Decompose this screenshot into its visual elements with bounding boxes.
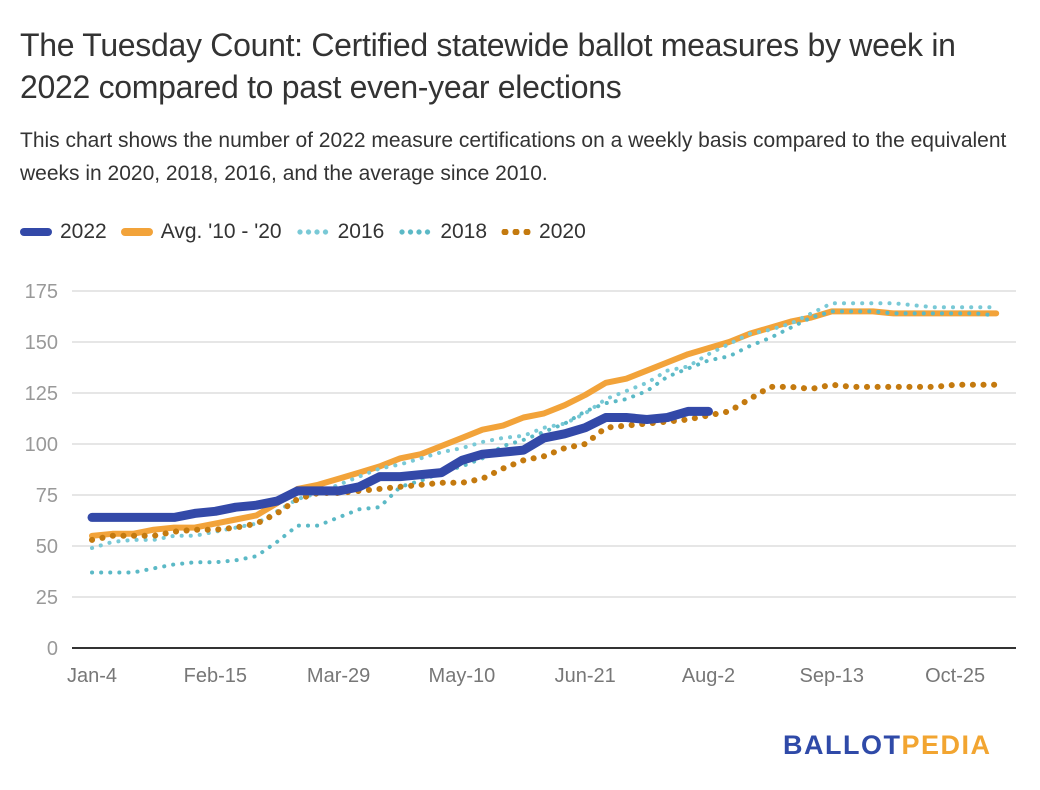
y-tick-label: 50 [36, 536, 58, 558]
legend-label: Avg. '10 - '20 [160, 220, 282, 243]
legend-item: 2020 [501, 220, 586, 244]
x-tick-label: May-10 [429, 665, 496, 687]
x-tick-label: Oct-25 [925, 665, 985, 687]
x-tick-label: Jun-21 [555, 665, 616, 687]
legend-label: 2020 [539, 220, 586, 243]
legend-swatch [398, 229, 433, 235]
logo-part-pedia: PEDIA [901, 730, 992, 760]
legend-label: 2018 [440, 220, 488, 243]
legend-label: 2016 [337, 220, 385, 243]
series-line-2020 [89, 381, 1000, 543]
series-line-avg-10-20 [89, 308, 1000, 539]
x-tick-label: Sep-13 [800, 665, 865, 687]
y-tick-label: 175 [25, 281, 58, 303]
y-tick-label: 75 [36, 485, 58, 507]
legend-item: 2022 [20, 220, 107, 244]
legend-swatch [120, 228, 153, 236]
chart-subtitle: This chart shows the number of 2022 meas… [20, 129, 1007, 185]
y-tick-label: 100 [25, 434, 58, 456]
x-tick-label: Mar-29 [307, 665, 370, 687]
y-tick-label: 25 [36, 587, 58, 609]
legend-swatch [501, 229, 532, 235]
legend-swatch [295, 229, 330, 235]
legend-item: Avg. '10 - '20 [120, 220, 282, 244]
line-chart: 0 25 50 75 100 125 150 175 Jan-4 Feb-15 Mar-29 May-… [25, 281, 1016, 687]
x-tick-label: Feb-15 [184, 665, 247, 687]
x-tick-label: Aug-2 [682, 665, 735, 687]
chart-title: The Tuesday Count: Certified statewide b… [20, 27, 956, 105]
series-line-2022 [87, 406, 713, 522]
y-tick-label: 150 [25, 332, 58, 354]
legend-item: 2018 [398, 220, 487, 244]
y-tick-label: 125 [25, 383, 58, 405]
legend: 2022 Avg. '10 - '20 2016 2018 2020 [20, 220, 600, 244]
y-tick-label: 0 [47, 638, 58, 660]
logo-part-ballot: BALLOT [783, 730, 902, 760]
series-line-2016 [90, 301, 999, 550]
legend-item: 2016 [295, 220, 385, 244]
ballotpedia-logo: BALLOTPEDIA [783, 730, 992, 761]
x-tick-label: Jan-4 [67, 665, 117, 687]
legend-swatch [20, 228, 52, 236]
legend-label: 2022 [60, 220, 107, 243]
